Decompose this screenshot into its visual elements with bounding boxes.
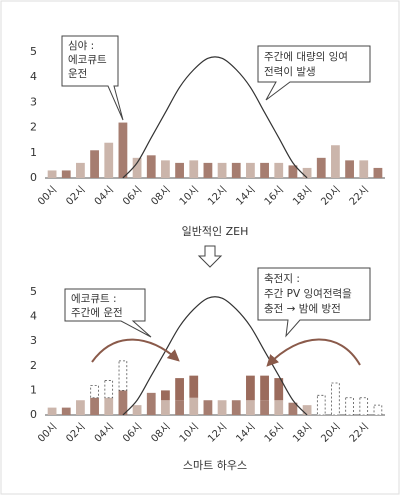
y-tick-label: 2 [30, 121, 37, 134]
bar [76, 162, 85, 178]
annotation: 에코큐트 [68, 54, 107, 66]
annotation: 에코큐트 : [71, 293, 117, 305]
dashed-bar [104, 380, 114, 399]
bar [104, 142, 114, 178]
bar [175, 162, 184, 178]
flow-arrow [266, 338, 361, 367]
bar [316, 157, 326, 178]
bar [47, 407, 57, 415]
bar [331, 145, 340, 178]
bar [175, 378, 184, 401]
x-axis-label: 일반적인 ZEH [182, 224, 249, 238]
bar [90, 397, 99, 415]
bar [161, 160, 170, 178]
annotation: 심야 : [68, 39, 94, 52]
bar [231, 400, 241, 415]
callout [64, 288, 152, 338]
bar [359, 160, 369, 178]
bar [302, 167, 312, 178]
annotation: 운전 [68, 68, 87, 80]
annotation: 주간에 대량의 잉여 [264, 51, 348, 63]
bar [246, 400, 255, 415]
line [122, 56, 308, 179]
callout [257, 267, 371, 338]
dashed-bar [359, 397, 369, 416]
dashed-bar [345, 397, 354, 416]
y-tick-label: 5 [30, 285, 37, 298]
bar [161, 390, 170, 401]
annotation: 축전지 : [264, 273, 300, 285]
bar [104, 397, 114, 415]
bar [288, 402, 298, 415]
bar [90, 150, 99, 178]
annotation: 주간 PV 잉여전력을 [264, 288, 352, 300]
y-tick-label: 4 [30, 310, 37, 323]
bar [47, 170, 57, 178]
bar [274, 378, 284, 401]
bar [260, 162, 269, 178]
bar [246, 375, 255, 401]
bar [260, 400, 269, 415]
bar [189, 397, 199, 415]
bar [373, 167, 383, 178]
y-tick-label: 1 [30, 146, 37, 159]
bar [217, 162, 227, 178]
bar [189, 375, 199, 398]
y-tick-label: 2 [30, 359, 37, 372]
dashed-bar [316, 394, 326, 416]
bar [288, 165, 298, 178]
dashed-bar [373, 404, 383, 416]
annotation: 전력이 발생 [264, 66, 316, 78]
bar [231, 162, 241, 178]
y-tick-label: 5 [30, 45, 37, 58]
down-arrow [197, 245, 223, 268]
bar [260, 375, 269, 401]
dashed-bar [90, 385, 99, 399]
bar [132, 157, 142, 178]
bar [246, 162, 255, 178]
bar [302, 405, 312, 415]
annotation: 충전 → 밤에 방전 [264, 303, 341, 315]
bar [217, 400, 227, 415]
bar [118, 390, 128, 415]
bar [274, 400, 284, 415]
y-tick-label: 0 [30, 408, 37, 421]
line [122, 296, 308, 416]
y-tick-label: 3 [30, 95, 37, 108]
bar [146, 155, 156, 178]
callout [61, 35, 124, 121]
dashed-bar [118, 360, 128, 391]
bar [203, 400, 213, 415]
bar [175, 400, 184, 415]
bar [61, 170, 71, 178]
callout [257, 45, 371, 101]
bar [189, 160, 199, 178]
bar [132, 405, 142, 415]
y-tick-label: 1 [30, 383, 37, 396]
bar [203, 162, 213, 178]
bar [161, 400, 170, 415]
bar [146, 392, 156, 415]
y-tick-label: 3 [30, 334, 37, 347]
annotation: 주간에 운전 [71, 307, 123, 319]
y-tick-label: 0 [30, 171, 37, 184]
bar [76, 400, 85, 415]
x-axis-label: 스마트 하우스 [183, 458, 247, 472]
y-tick-label: 4 [30, 70, 37, 83]
flow-arrow [91, 338, 180, 363]
bar [274, 162, 284, 178]
bar [118, 122, 128, 178]
bar [345, 160, 354, 178]
dashed-bar [331, 382, 340, 416]
bar [61, 407, 71, 415]
